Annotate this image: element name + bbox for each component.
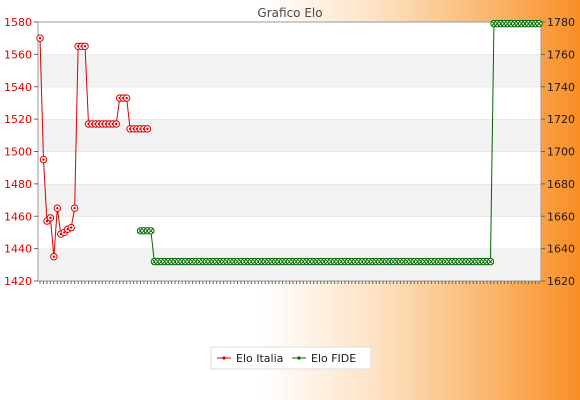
data-point-dot [63,231,66,234]
grid-band [38,86,541,120]
data-point-dot [42,158,45,161]
data-point-dot [49,216,52,220]
left-tick-label: 1540 [4,81,32,94]
left-tick-label: 1520 [4,113,32,126]
right-tick-label: 1660 [547,210,575,223]
grid-band [38,22,541,55]
left-tick-label: 1500 [4,146,32,159]
grid-band [38,151,541,184]
right-tick-label: 1700 [547,146,575,159]
left-tick-label: 1420 [4,275,32,288]
data-point-dot [73,206,76,210]
data-point-dot [83,45,87,48]
data-point-dot [45,219,49,223]
left-y-axis: 1420 1440 1460 1480 1500 1520 1540 1560 1580 [4,16,38,288]
data-point-mark [536,21,542,26]
grid-band [38,119,541,152]
legend-marker [222,356,226,360]
data-point-dot [56,206,59,210]
legend-item[interactable]: Elo FIDE [292,352,356,365]
data-point-mark [148,228,154,234]
series-elo-italia [36,34,152,261]
legend-item[interactable]: Elo Italia [217,352,283,365]
legend-box [210,346,372,370]
data-point-dot [69,226,73,229]
left-tick-label: 1480 [4,178,32,191]
x-axis [39,281,540,284]
right-tick-label: 1620 [547,275,575,288]
series-layer [36,19,543,266]
legend-label: Elo FIDE [311,352,356,365]
data-point-mark [488,259,493,264]
right-tick-label: 1720 [547,113,575,126]
data-point-dot [146,127,149,131]
legend[interactable]: Elo Italia Elo FIDE [210,346,372,370]
legend-marker [297,356,301,360]
data-point-dot [115,122,118,126]
plot-background [37,21,542,282]
series-elo-fide [136,19,543,266]
left-tick-label: 1460 [4,210,32,223]
data-point-dot [125,96,128,100]
grid-band [38,54,541,87]
grid-band [38,216,541,249]
right-tick-label: 1680 [547,178,575,191]
right-y-axis: 1620 1640 1660 1680 1700 1720 1740 1760 1780 [541,16,575,288]
grid-band [38,183,541,217]
data-point-dot [52,255,56,258]
legend-label: Elo Italia [236,352,283,365]
left-tick-label: 1580 [4,16,32,29]
right-tick-label: 1740 [547,81,575,94]
right-tick-label: 1760 [547,48,575,61]
right-tick-label: 1640 [547,243,575,256]
left-tick-label: 1440 [4,243,32,256]
right-tick-label: 1780 [547,16,575,29]
left-tick-label: 1560 [4,48,32,61]
chart-title: Grafico Elo [257,6,322,20]
data-point-dot [38,36,42,40]
